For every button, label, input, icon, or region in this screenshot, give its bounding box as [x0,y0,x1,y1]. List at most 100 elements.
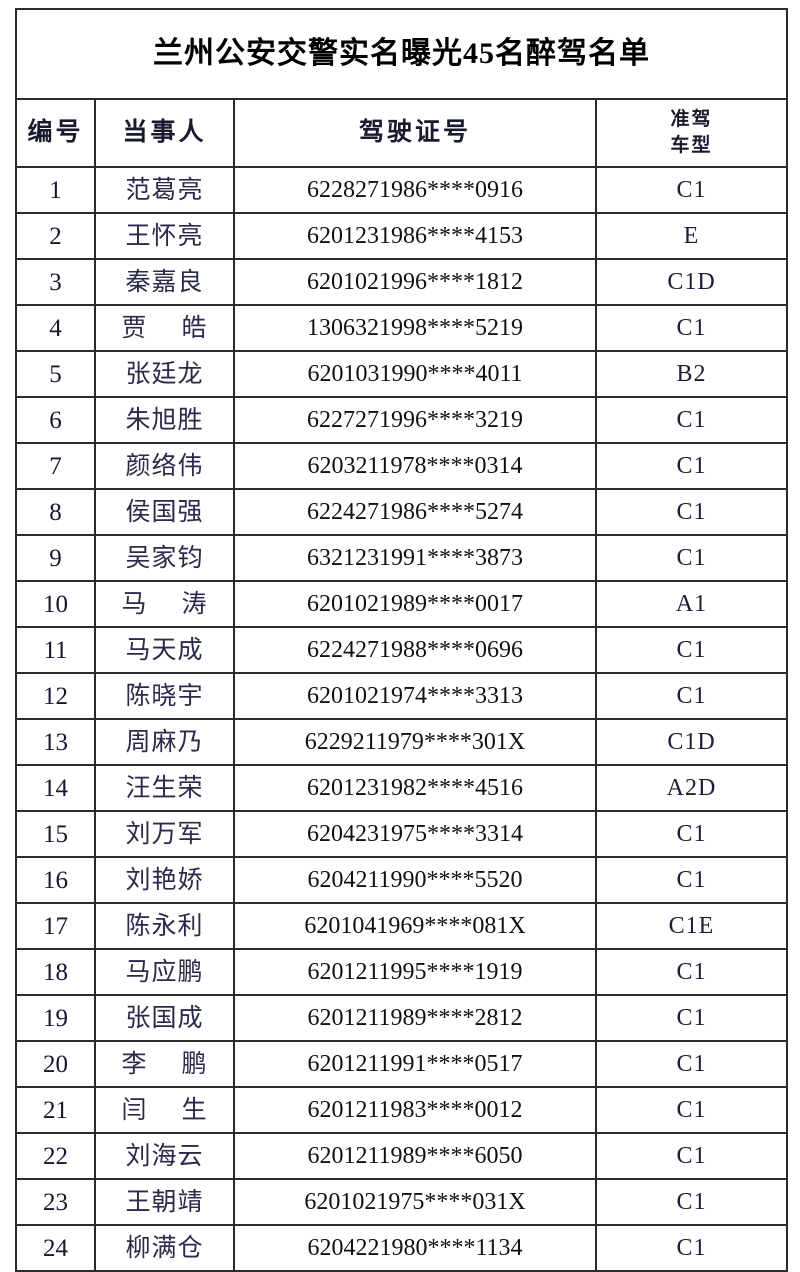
cell-license-number: 6203211978****0314 [233,442,597,490]
cell-license-number: 6204231975****3314 [233,810,597,858]
header-row: 编号 当事人 驾驶证号 准驾 车型 [15,98,788,168]
cell-license-number: 6201021996****1812 [233,258,597,306]
cell-vehicle-type: A2D [595,764,788,812]
table-row: 10 马涛 6201021989****0017 A1 [15,580,788,628]
cell-index: 21 [15,1086,96,1134]
title-row: 兰州公安交警实名曝光45名醉驾名单 [15,8,788,100]
column-header-name: 当事人 [94,98,235,168]
cell-index: 1 [15,166,96,214]
cell-vehicle-type: C1 [595,1178,788,1226]
cell-license-number: 6201021975****031X [233,1178,597,1226]
cell-license-number: 6204221980****1134 [233,1224,597,1272]
cell-person-name: 陈晓宇 [94,672,235,720]
cell-person-name: 刘艳娇 [94,856,235,904]
table-row: 8 侯国强 6224271986****5274 C1 [15,488,788,536]
cell-index: 10 [15,580,96,628]
cell-index: 6 [15,396,96,444]
cell-person-name: 马天成 [94,626,235,674]
cell-index: 14 [15,764,96,812]
cell-vehicle-type: C1 [595,810,788,858]
cell-person-name: 刘海云 [94,1132,235,1180]
cell-person-name: 柳满仓 [94,1224,235,1272]
person-name-text: 刘艳娇 [125,866,204,894]
cell-person-name: 张国成 [94,994,235,1042]
cell-license-number: 6229211979****301X [233,718,597,766]
cell-person-name: 周麻乃 [94,718,235,766]
page-title: 兰州公安交警实名曝光45名醉驾名单 [153,37,650,70]
cell-person-name: 范葛亮 [94,166,235,214]
cell-index: 9 [15,534,96,582]
name-char: 闫 [121,1096,148,1124]
person-name-text: 周麻乃 [125,728,204,756]
person-name-text: 张廷龙 [125,360,204,388]
column-header-license: 驾驶证号 [233,98,597,168]
cell-vehicle-type: C1 [595,856,788,904]
cell-vehicle-type: C1E [595,902,788,950]
table-row: 13 周麻乃 6229211979****301X C1D [15,718,788,766]
cell-vehicle-type: E [595,212,788,260]
cell-license-number: 6201041969****081X [233,902,597,950]
cell-license-number: 6321231991****3873 [233,534,597,582]
cell-vehicle-type: C1D [595,718,788,766]
table-row: 12 陈晓宇 6201021974****3313 C1 [15,672,788,720]
name-char: 皓 [181,314,208,342]
cell-vehicle-type: C1 [595,396,788,444]
name-char: 涛 [181,590,208,618]
drunk-driving-exposure-table: 兰州公安交警实名曝光45名醉驾名单 编号 当事人 驾驶证号 准驾 车型 [15,8,788,1272]
cell-person-name: 马应鹏 [94,948,235,996]
cell-vehicle-type: C1 [595,1086,788,1134]
cell-license-number: 6201031990****4011 [233,350,597,398]
cell-index: 24 [15,1224,96,1272]
cell-vehicle-type: C1 [595,166,788,214]
name-char: 生 [181,1096,208,1124]
cell-license-number: 6224271988****0696 [233,626,597,674]
person-name-text: 马天成 [125,636,204,664]
table-row: 18 马应鹏 6201211995****1919 C1 [15,948,788,996]
table-body: 1 范葛亮 6228271986****0916 C1 2 王怀亮 6201231986**… [15,166,788,1272]
column-header-index: 编号 [15,98,96,168]
table-row: 6 朱旭胜 6227271996****3219 C1 [15,396,788,444]
cell-vehicle-type: C1D [595,258,788,306]
cell-index: 22 [15,1132,96,1180]
cell-vehicle-type: C1 [595,672,788,720]
cell-license-number: 6201021989****0017 [233,580,597,628]
table-row: 20 李鹏 6201211991****0517 C1 [15,1040,788,1088]
cell-index: 16 [15,856,96,904]
column-header-vehicle-type: 准驾 车型 [595,98,788,168]
person-name-text: 马涛 [122,592,208,617]
cell-vehicle-type: A1 [595,580,788,628]
cell-index: 3 [15,258,96,306]
cell-index: 5 [15,350,96,398]
person-name-text: 李鹏 [122,1052,208,1077]
cell-vehicle-type: C1 [595,488,788,536]
person-name-text: 柳满仓 [125,1234,204,1262]
table-row: 5 张廷龙 6201031990****4011 B2 [15,350,788,398]
table-row: 24 柳满仓 6204221980****1134 C1 [15,1224,788,1272]
cell-index: 12 [15,672,96,720]
person-name-text: 侯国强 [125,498,204,526]
cell-index: 15 [15,810,96,858]
cell-license-number: 6201211995****1919 [233,948,597,996]
cell-person-name: 王朝靖 [94,1178,235,1226]
table-row: 11 马天成 6224271988****0696 C1 [15,626,788,674]
cell-license-number: 6201211991****0517 [233,1040,597,1088]
person-name-text: 朱旭胜 [125,406,204,434]
table-row: 19 张国成 6201211989****2812 C1 [15,994,788,1042]
table-row: 16 刘艳娇 6204211990****5520 C1 [15,856,788,904]
table-row: 4 贾皓 1306321998****5219 C1 [15,304,788,352]
cell-person-name: 颜络伟 [94,442,235,490]
table-head: 兰州公安交警实名曝光45名醉驾名单 编号 当事人 驾驶证号 准驾 车型 [15,8,788,168]
cell-person-name: 汪生荣 [94,764,235,812]
cell-person-name: 马涛 [94,580,235,628]
cell-license-number: 6201211989****2812 [233,994,597,1042]
table-row: 21 闫生 6201211983****0012 C1 [15,1086,788,1134]
person-name-text: 陈永利 [125,912,204,940]
person-name-text: 王怀亮 [125,222,204,250]
cell-license-number: 6201231982****4516 [233,764,597,812]
cell-person-name: 陈永利 [94,902,235,950]
cell-vehicle-type: C1 [595,534,788,582]
table-row: 15 刘万军 6204231975****3314 C1 [15,810,788,858]
table-row: 14 汪生荣 6201231982****4516 A2D [15,764,788,812]
cell-index: 23 [15,1178,96,1226]
